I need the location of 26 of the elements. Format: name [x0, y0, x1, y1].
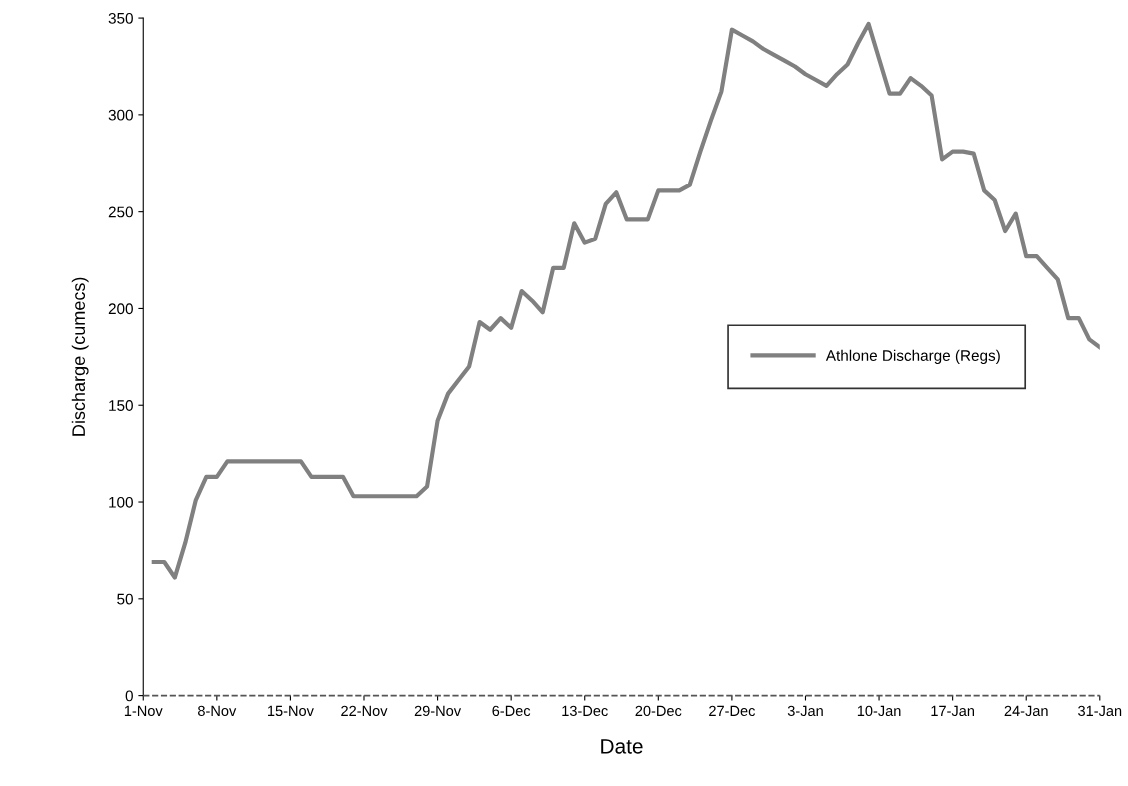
- x-tick-label: 13-Dec: [562, 705, 608, 717]
- x-axis-title: Date: [601, 739, 643, 754]
- y-tick-label: 0: [125, 690, 133, 702]
- x-tick-label: 10-Jan: [857, 705, 901, 717]
- x-tick-label: 22-Nov: [341, 705, 388, 717]
- x-tick-label: 27-Dec: [709, 705, 756, 717]
- line-series: [151, 21, 1100, 580]
- y-tick-label: 350: [108, 12, 133, 24]
- x-tick-label: 17-Jan: [931, 705, 974, 717]
- x-tick-label: 24-Jan: [1004, 705, 1048, 717]
- x-tick-label: 6-Dec: [492, 705, 531, 717]
- y-tick-label: 100: [109, 496, 133, 508]
- y-tick-label: 200: [108, 303, 133, 315]
- y-tick-label: 150: [109, 400, 133, 411]
- legend-label: Athlone Discharge (Regs): [825, 349, 1000, 364]
- y-tick-label: 50: [117, 593, 133, 605]
- x-tick-label: 8-Nov: [198, 705, 237, 717]
- x-tick-label: 20-Dec: [635, 705, 682, 717]
- x-tick-label: 31-Jan: [1078, 705, 1122, 717]
- y-axis-title: Discharge (cumecs): [71, 277, 89, 436]
- y-tick-label: 250: [108, 206, 133, 218]
- y-tick-label: 300: [108, 109, 133, 121]
- x-tick-label: 15-Nov: [268, 705, 314, 717]
- x-tick-label: 3-Jan: [787, 705, 823, 717]
- x-tick-label: 1-Nov: [124, 705, 163, 717]
- x-tick-label: 29-Nov: [414, 705, 462, 717]
